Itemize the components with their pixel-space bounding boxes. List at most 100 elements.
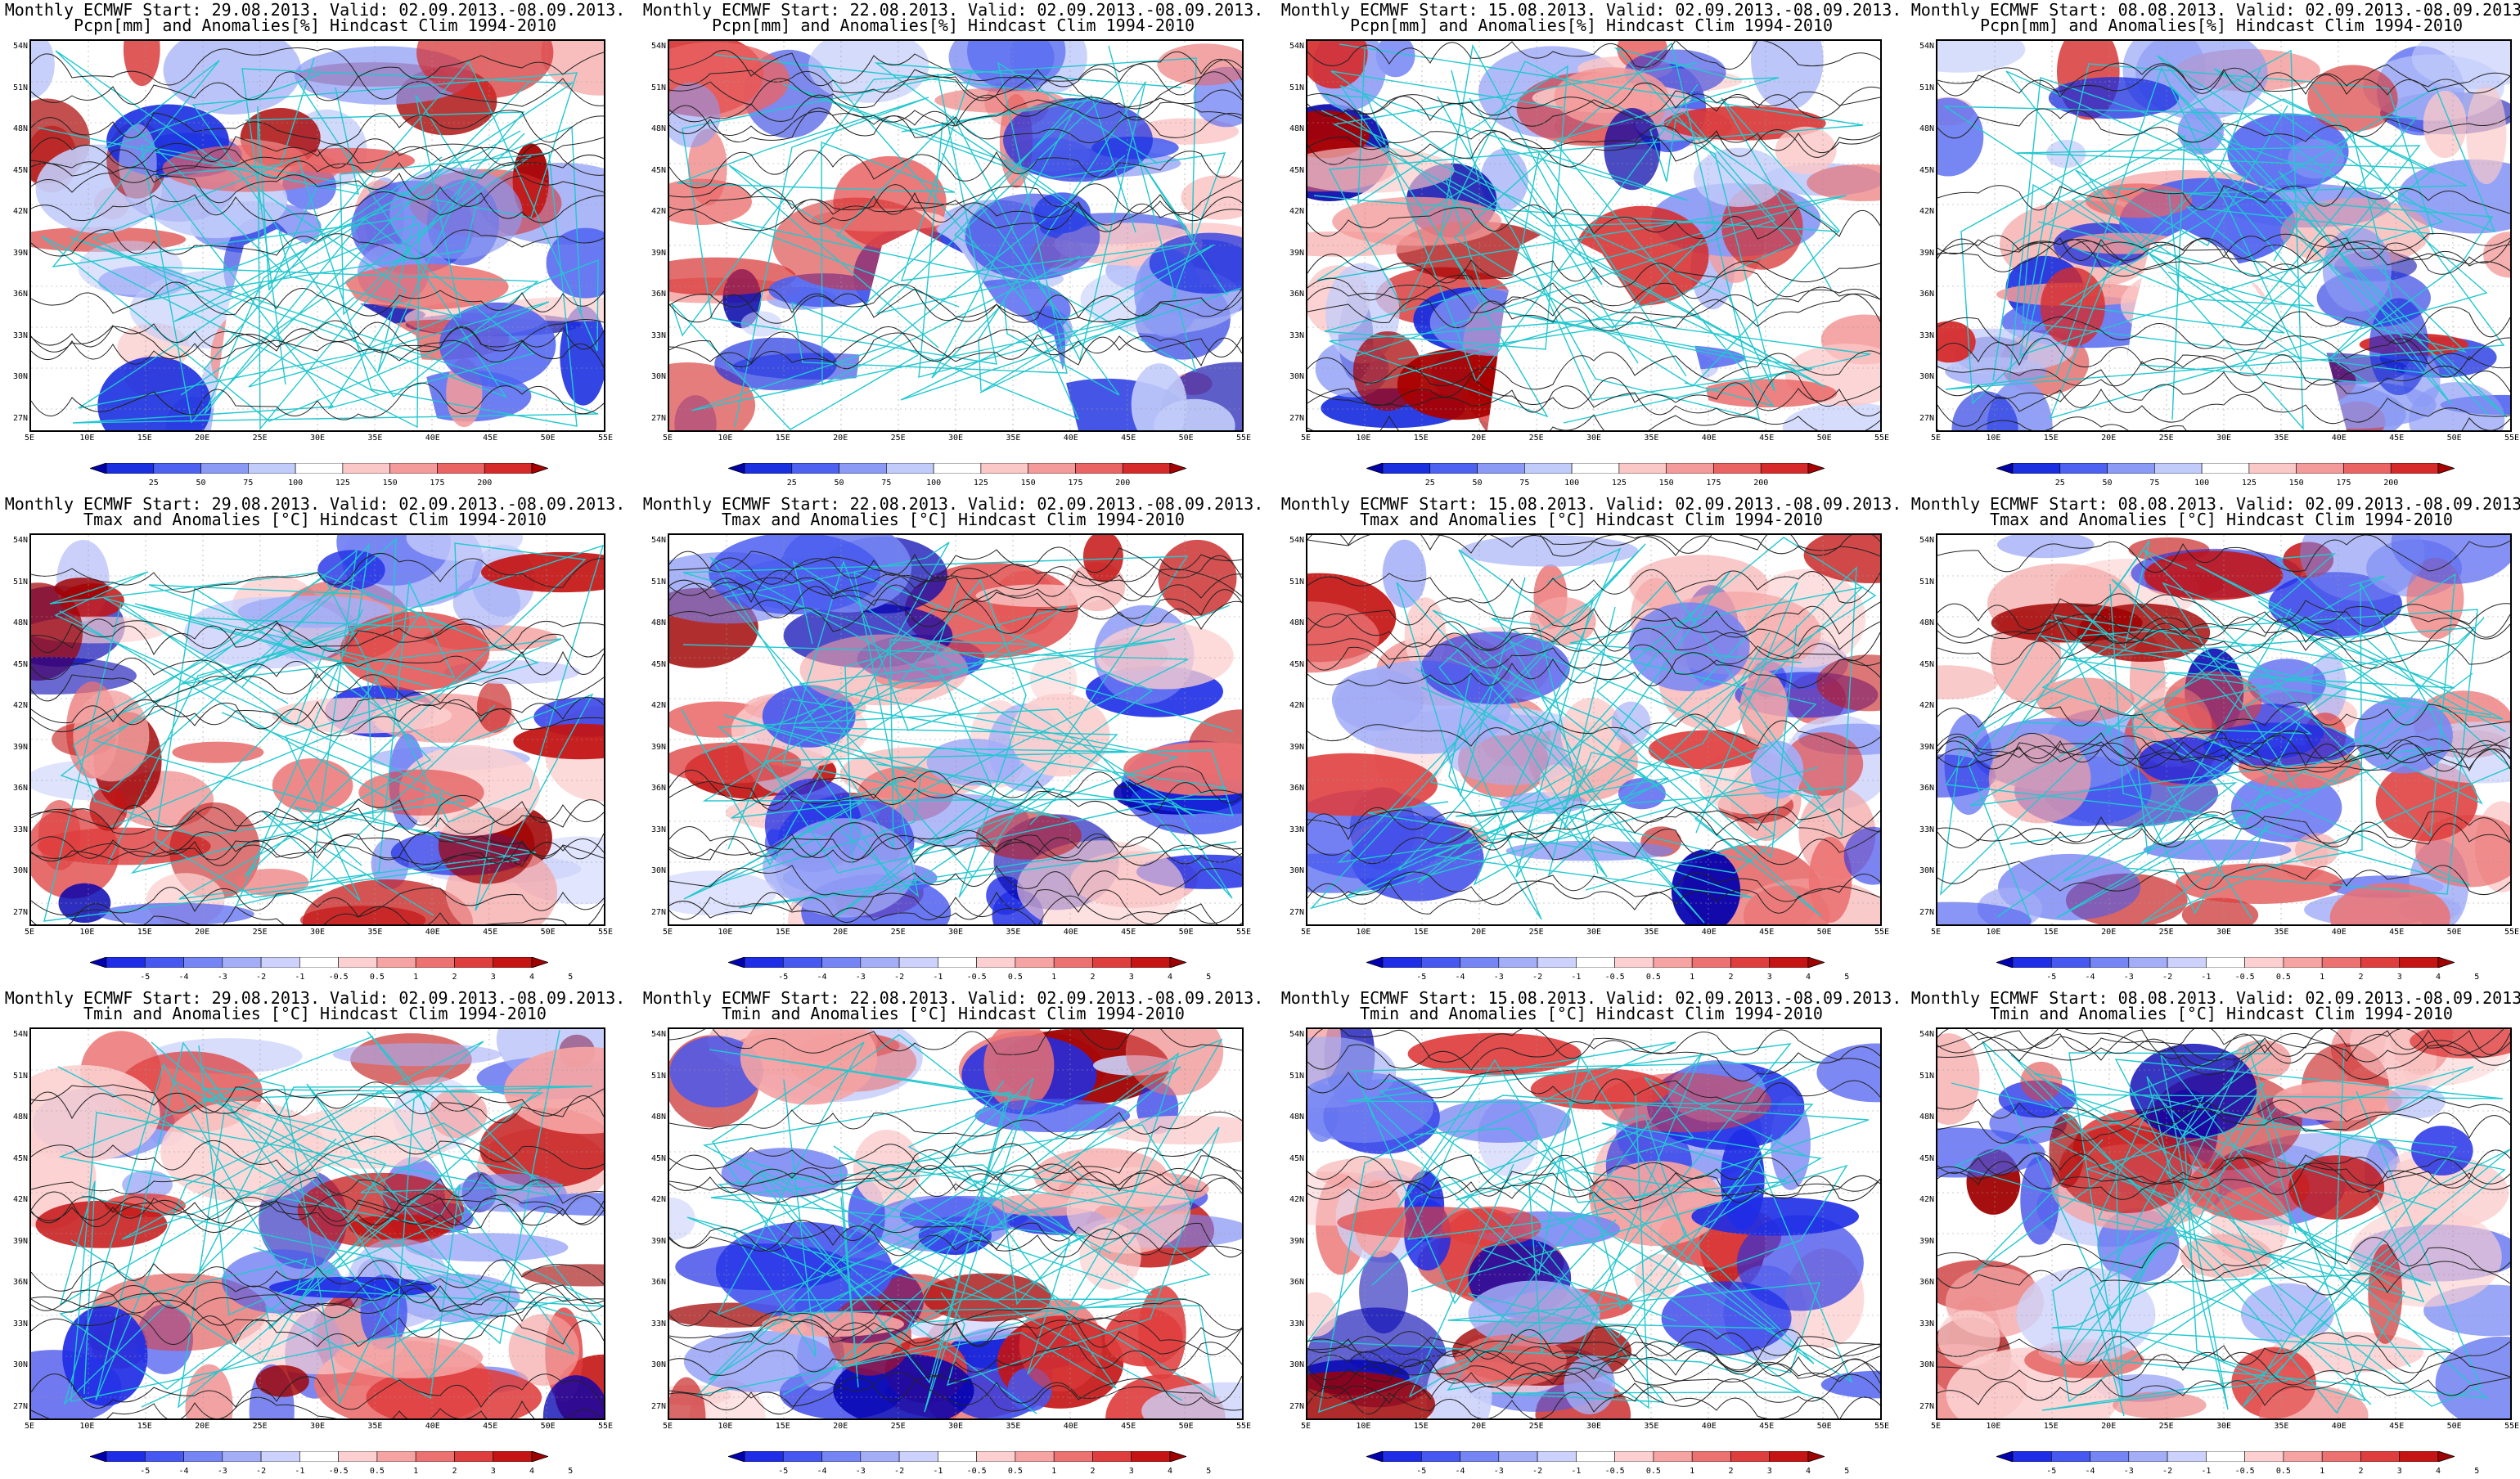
colorbar-segment xyxy=(248,463,296,474)
contour-line xyxy=(1937,232,2510,270)
anomaly-region xyxy=(853,1130,921,1207)
latitude-label: 45N xyxy=(12,1153,28,1163)
anomaly-region xyxy=(1611,701,1651,744)
coastline xyxy=(1968,609,2478,919)
contour-line xyxy=(1307,41,1880,70)
anomaly-region xyxy=(560,305,604,406)
longitude-label: 10E xyxy=(1356,928,1371,937)
latitude-label: 45N xyxy=(1919,1153,1934,1163)
latitude-label: 42N xyxy=(1289,701,1304,710)
latitude-label: 45N xyxy=(12,659,28,669)
coastline xyxy=(1347,1043,1814,1354)
anomaly-region xyxy=(2020,1156,2059,1245)
colorbar-segment xyxy=(821,957,862,968)
contour-line xyxy=(31,834,604,871)
colorbar-segment xyxy=(1498,957,1538,968)
coastline xyxy=(2005,55,2489,420)
contour-line xyxy=(1307,1154,1880,1192)
coastline xyxy=(2109,553,2510,924)
contour-line xyxy=(1307,205,1880,240)
colorbar xyxy=(728,957,1186,968)
longitude-label: 20E xyxy=(195,434,210,443)
coastline xyxy=(822,94,1136,396)
longitude-label: 25E xyxy=(890,928,906,937)
longitude-label: 50E xyxy=(1178,928,1194,937)
anomaly-region xyxy=(2240,1283,2334,1345)
colorbar-segment xyxy=(1769,957,1809,968)
anomaly-region xyxy=(1775,126,1837,174)
latitude-label: 48N xyxy=(12,618,28,627)
contour-line xyxy=(1937,731,2510,764)
longitude-label: 50E xyxy=(2446,928,2462,937)
colorbar-label: -2 xyxy=(894,1467,905,1476)
anomaly-region xyxy=(429,1088,488,1139)
anomaly-region xyxy=(1751,41,1824,110)
panel-title-line2: Tmin and Anomalies [°C] Hindcast Clim 19… xyxy=(1360,1004,1823,1023)
contour-line xyxy=(31,71,604,107)
contour-line xyxy=(1307,627,1880,662)
colorbar-segment xyxy=(2399,1451,2439,1462)
colorbar-segment xyxy=(2296,463,2344,474)
contour-line xyxy=(1307,1328,1880,1371)
colorbar-label: 25 xyxy=(2054,479,2065,488)
anomaly-region xyxy=(222,1249,342,1314)
latitude-label: 27N xyxy=(650,413,666,423)
contour-line xyxy=(1937,1351,2510,1386)
colorbar-label: 100 xyxy=(1564,479,1580,488)
panel-title-line1: Monthly ECMWF Start: 08.08.2013. Valid: … xyxy=(1910,0,2520,20)
contour-line xyxy=(31,831,604,861)
latitude-label: 42N xyxy=(650,207,666,216)
latitude-label: 27N xyxy=(650,907,666,917)
contour-line xyxy=(669,59,1242,99)
contour-line xyxy=(669,326,1242,364)
longitude-label: 45E xyxy=(2389,434,2405,443)
anomaly-region xyxy=(521,1264,604,1287)
anomaly-region xyxy=(1316,1158,1425,1190)
anomaly-field xyxy=(31,535,604,924)
latitude-label: 30N xyxy=(650,372,666,381)
anomaly-field xyxy=(31,1029,604,1418)
colorbar-segment xyxy=(90,1451,107,1462)
colorbar-segment xyxy=(222,957,262,968)
coastline xyxy=(686,1101,1196,1396)
latitude-label: 45N xyxy=(1289,659,1304,669)
contour-line xyxy=(1937,739,2510,773)
colorbar-label: -1 xyxy=(933,973,943,982)
longitude-label: 25E xyxy=(1528,928,1544,937)
anomaly-region xyxy=(1628,602,1750,691)
colorbar-label: -2 xyxy=(256,1467,267,1476)
colorbar-segment xyxy=(1524,463,1573,474)
anomaly-region xyxy=(2048,77,2179,119)
latitude-label: 30N xyxy=(12,1360,28,1369)
colorbar-segment xyxy=(1131,1451,1171,1462)
anomaly-region xyxy=(546,227,604,299)
contour-line xyxy=(669,1220,1242,1256)
latitude-label: 30N xyxy=(650,866,666,875)
colorbar-label: 5 xyxy=(1206,973,1212,982)
contour-line xyxy=(31,618,604,652)
anomaly-field xyxy=(1307,535,1880,924)
latitude-label: 27N xyxy=(12,1401,28,1411)
anomaly-region xyxy=(1307,147,1455,193)
colorbar-segment xyxy=(2343,463,2392,474)
latitude-label: 39N xyxy=(1289,1236,1304,1246)
anomaly-region xyxy=(1771,1095,1811,1190)
longitude-label: 25E xyxy=(252,1422,268,1431)
anomaly-region xyxy=(31,657,137,695)
colorbar-segment xyxy=(454,1451,494,1462)
map-area xyxy=(1306,1027,1882,1420)
contour-line xyxy=(1307,1354,1880,1389)
longitude-label: 15E xyxy=(775,1422,790,1431)
anomaly-region xyxy=(1554,67,1669,126)
contour-line xyxy=(1937,1108,2510,1144)
contour-line xyxy=(669,546,1242,582)
longitude-label: 35E xyxy=(2274,434,2289,443)
colorbar-segment xyxy=(782,1451,822,1462)
colorbar-label: -1 xyxy=(933,1467,943,1476)
colorbar-label: 50 xyxy=(834,479,844,488)
longitude-label: 40E xyxy=(1701,1422,1717,1431)
colorbar-label: -5 xyxy=(2046,973,2057,982)
contour-line xyxy=(1307,1329,1880,1365)
colorbar-segment xyxy=(2090,957,2130,968)
latitude-label: 39N xyxy=(1919,742,1934,752)
